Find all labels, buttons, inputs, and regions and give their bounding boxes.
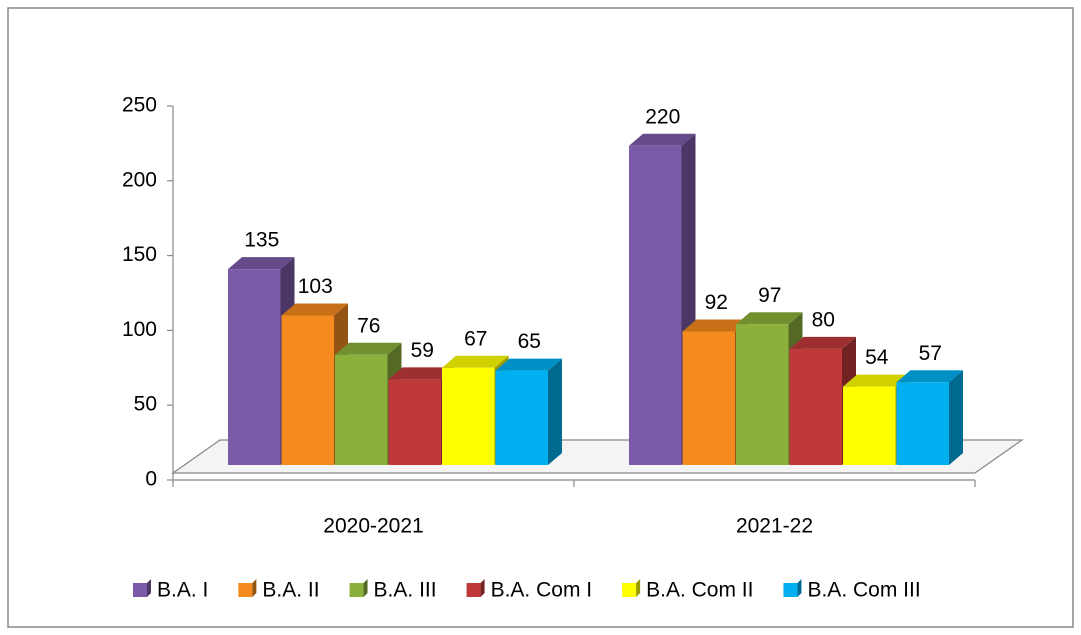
legend-swatch bbox=[133, 583, 147, 597]
legend-label: B.A. Com III bbox=[807, 579, 920, 602]
data-label: 65 bbox=[518, 330, 541, 353]
bar-face bbox=[388, 379, 441, 465]
bar-face bbox=[281, 315, 334, 465]
legend-swatch-side bbox=[480, 579, 485, 597]
legend-swatch bbox=[238, 583, 253, 597]
data-label: 54 bbox=[865, 346, 889, 369]
y-tick-label: 100 bbox=[122, 318, 157, 341]
bar-face bbox=[495, 358, 562, 371]
bar-face bbox=[843, 374, 910, 387]
legend-swatch-side bbox=[252, 579, 257, 597]
x-tick-label: 2020-2021 bbox=[323, 515, 423, 538]
bar-face bbox=[896, 382, 949, 465]
legend-swatch-side bbox=[797, 579, 802, 597]
bar-face bbox=[736, 324, 789, 465]
legend-swatch-side bbox=[636, 579, 641, 597]
legend-swatch bbox=[622, 583, 637, 597]
data-label: 135 bbox=[244, 229, 279, 252]
bar-face bbox=[442, 355, 509, 368]
data-label: 76 bbox=[357, 314, 380, 337]
legend-label: B.A. Com I bbox=[491, 579, 593, 602]
legend-label: B.A. Com II bbox=[646, 579, 753, 602]
data-label: 67 bbox=[464, 327, 487, 350]
y-tick-label: 50 bbox=[134, 393, 157, 416]
legend-swatch bbox=[466, 583, 481, 597]
bar bbox=[896, 370, 963, 465]
data-label: 59 bbox=[411, 339, 434, 362]
data-label: 80 bbox=[812, 308, 835, 331]
data-label: 220 bbox=[645, 105, 680, 128]
legend-swatch bbox=[783, 583, 798, 597]
bar-face bbox=[228, 269, 281, 465]
data-label: 57 bbox=[919, 342, 942, 365]
chart-frame bbox=[7, 7, 1074, 628]
bar-face bbox=[495, 370, 548, 465]
data-label: 103 bbox=[298, 275, 333, 298]
bar-face bbox=[335, 354, 388, 465]
bar-face bbox=[548, 358, 562, 465]
bar-face bbox=[896, 370, 963, 383]
legend-swatch-side bbox=[147, 579, 151, 597]
bar-face bbox=[629, 145, 682, 465]
y-tick-label: 200 bbox=[122, 168, 157, 191]
legend-label: B.A. II bbox=[262, 579, 319, 602]
legend-swatch bbox=[349, 583, 364, 597]
bar-face bbox=[682, 331, 735, 465]
y-tick-label: 150 bbox=[122, 243, 157, 266]
bar-face bbox=[335, 342, 402, 355]
legend-label: B.A. I bbox=[157, 579, 208, 602]
bar-face bbox=[736, 312, 803, 325]
legend-swatch-side bbox=[363, 579, 368, 597]
bar-face bbox=[281, 303, 348, 316]
y-tick-label: 250 bbox=[122, 94, 157, 117]
bar-face bbox=[789, 348, 842, 465]
bar-face bbox=[388, 367, 455, 380]
legend-label: B.A. III bbox=[374, 579, 437, 602]
bar-face bbox=[682, 319, 749, 332]
data-label: 92 bbox=[705, 291, 728, 314]
bar-face bbox=[843, 386, 896, 465]
bar-face bbox=[442, 367, 495, 465]
data-label: 97 bbox=[758, 284, 781, 307]
bar-face bbox=[789, 336, 856, 349]
bar-face bbox=[228, 257, 295, 270]
bar-face bbox=[949, 370, 963, 465]
y-tick-label: 0 bbox=[145, 468, 157, 491]
bar bbox=[495, 358, 562, 465]
bar-face bbox=[629, 133, 696, 146]
x-tick-label: 2021-22 bbox=[736, 515, 813, 538]
